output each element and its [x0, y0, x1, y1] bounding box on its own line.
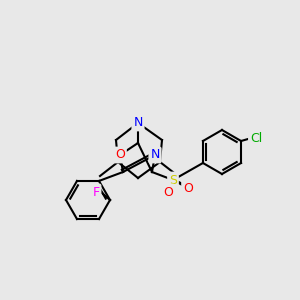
Text: N: N: [133, 116, 143, 130]
Text: N: N: [150, 148, 160, 161]
Text: F: F: [92, 185, 100, 199]
Text: Cl: Cl: [250, 133, 262, 146]
Text: O: O: [183, 182, 193, 194]
Text: O: O: [115, 148, 125, 161]
Text: S: S: [169, 173, 177, 187]
Text: O: O: [163, 185, 173, 199]
